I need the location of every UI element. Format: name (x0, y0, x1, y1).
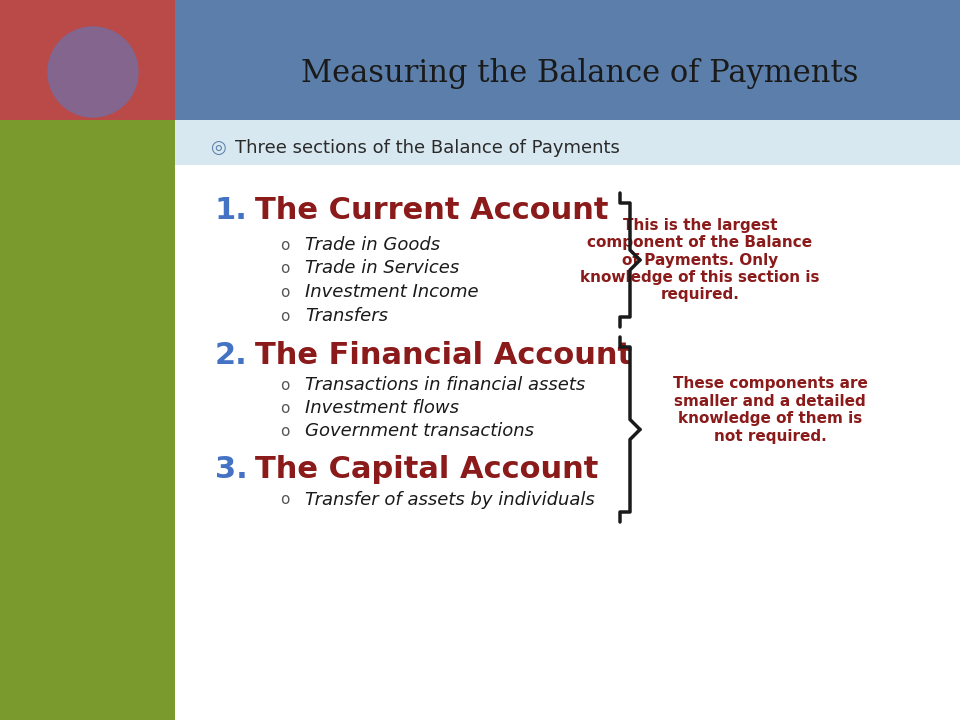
FancyBboxPatch shape (0, 0, 960, 120)
Text: Measuring the Balance of Payments: Measuring the Balance of Payments (301, 58, 859, 89)
Text: Transfer of assets by individuals: Transfer of assets by individuals (305, 491, 595, 509)
Text: Government transactions: Government transactions (305, 422, 534, 440)
Text: o: o (280, 261, 289, 276)
Text: Investment Income: Investment Income (305, 283, 479, 301)
FancyBboxPatch shape (175, 165, 960, 720)
FancyBboxPatch shape (0, 0, 175, 720)
Text: Investment flows: Investment flows (305, 399, 459, 417)
Text: o: o (280, 284, 289, 300)
Text: 1.: 1. (215, 196, 248, 225)
Circle shape (48, 27, 138, 117)
Text: o: o (280, 308, 289, 323)
Text: The Financial Account: The Financial Account (255, 341, 632, 369)
Text: o: o (280, 377, 289, 392)
Text: Trade in Services: Trade in Services (305, 259, 459, 277)
Text: 3.: 3. (215, 456, 248, 485)
Text: These components are
smaller and a detailed
knowledge of them is
not required.: These components are smaller and a detai… (673, 377, 868, 444)
FancyBboxPatch shape (0, 120, 175, 720)
Text: Transfers: Transfers (305, 307, 388, 325)
FancyBboxPatch shape (175, 120, 960, 165)
Text: The Capital Account: The Capital Account (255, 456, 598, 485)
Text: The Current Account: The Current Account (255, 196, 609, 225)
FancyBboxPatch shape (175, 110, 960, 130)
Text: o: o (280, 238, 289, 253)
Text: Trade in Goods: Trade in Goods (305, 236, 440, 254)
Text: This is the largest
component of the Balance
of Payments. Only
knowledge of this: This is the largest component of the Bal… (580, 217, 820, 302)
Text: ◎: ◎ (210, 139, 226, 157)
Text: Three sections of the Balance of Payments: Three sections of the Balance of Payment… (235, 139, 620, 157)
Text: Transactions in financial assets: Transactions in financial assets (305, 376, 586, 394)
Text: o: o (280, 492, 289, 508)
Text: 2.: 2. (215, 341, 248, 369)
Text: o: o (280, 423, 289, 438)
Text: o: o (280, 400, 289, 415)
